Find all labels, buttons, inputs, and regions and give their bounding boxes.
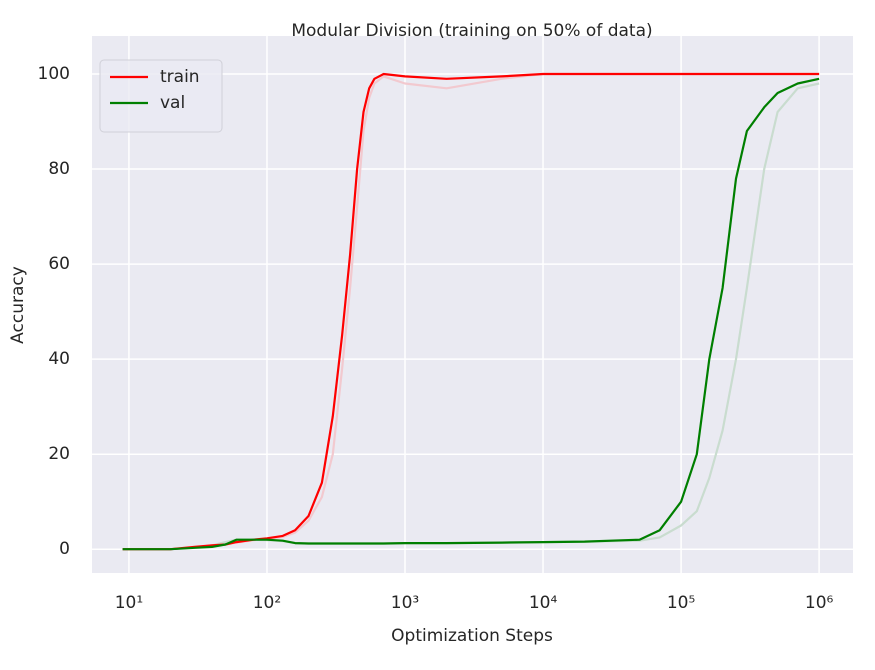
x-tick-label: 10⁶: [805, 593, 834, 613]
x-tick-label: 10⁴: [529, 593, 558, 613]
legend-label: val: [160, 93, 185, 113]
data-line: [122, 72, 820, 551]
x-axis-label: Optimization Steps: [391, 626, 553, 646]
y-tick-label: 80: [48, 159, 70, 179]
y-tick-label: 100: [38, 64, 70, 84]
y-tick-label: 40: [48, 349, 70, 369]
y-tick-label: 20: [48, 444, 70, 464]
legend-label: train: [160, 67, 200, 87]
x-tick-label: 10¹: [115, 593, 143, 613]
x-tick-label: 10³: [391, 593, 419, 613]
y-axis-label: Accuracy: [8, 266, 28, 344]
chart-title: Modular Division (training on 50% of dat…: [291, 21, 652, 41]
data-line: [122, 77, 820, 551]
y-tick-label: 0: [59, 539, 70, 559]
x-tick-label: 10²: [253, 593, 281, 613]
y-tick-label: 60: [48, 254, 70, 274]
x-tick-label: 10⁵: [667, 593, 695, 613]
